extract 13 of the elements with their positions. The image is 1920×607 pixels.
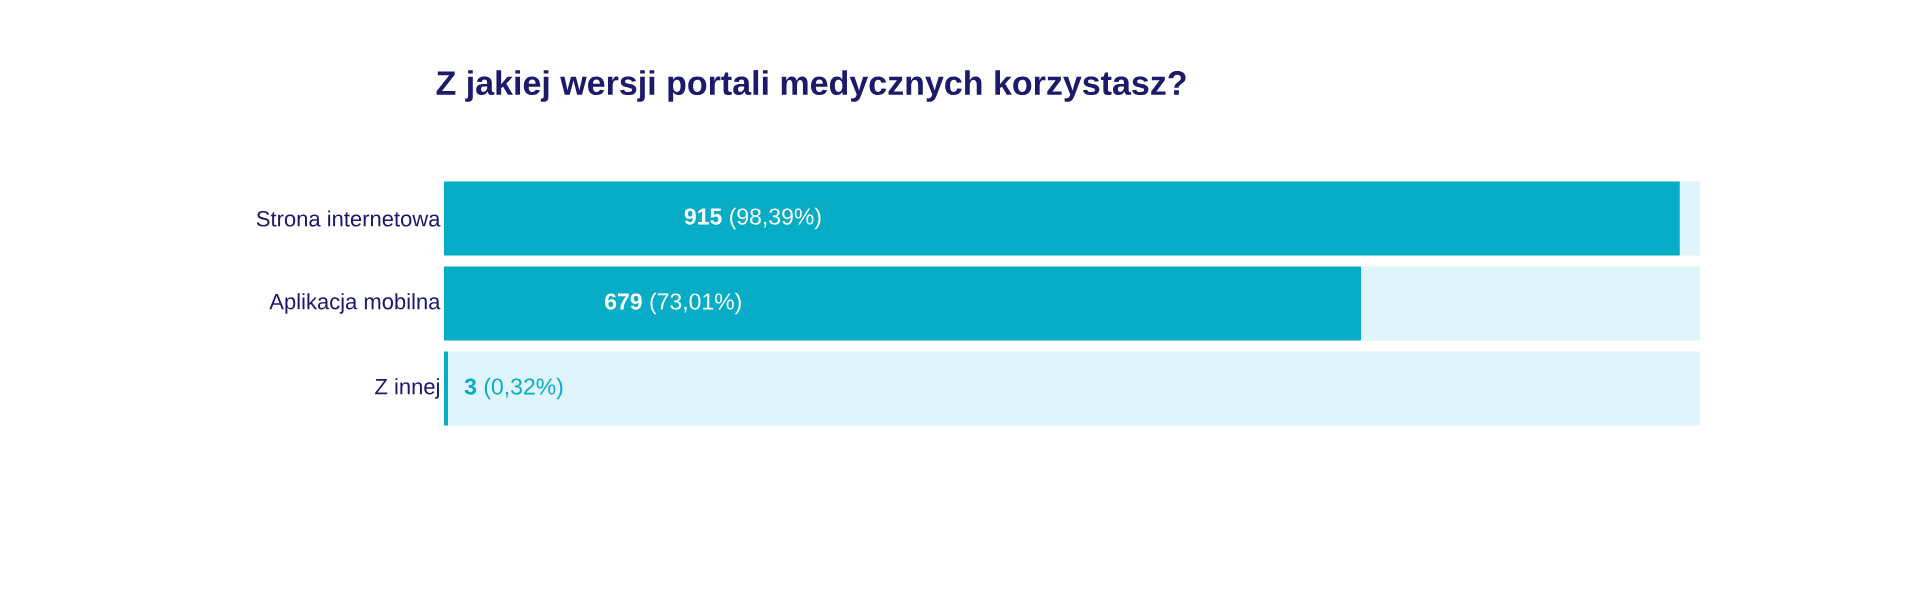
bar xyxy=(1679,181,1700,256)
y-tick-label: Aplikacja mobilna xyxy=(269,293,441,314)
bar xyxy=(448,351,1700,426)
bar xyxy=(444,266,1362,341)
bar xyxy=(444,351,449,426)
chart-title: Z jakiej wersji portali medycznych korzystasz? xyxy=(436,70,1186,102)
bar xyxy=(1361,266,1700,341)
y-tick-label: Z innej xyxy=(375,378,439,399)
y-tick-label: Strona internetowa xyxy=(256,210,441,227)
bar xyxy=(444,181,1680,256)
data-label: 679 (73,01%) xyxy=(605,292,741,315)
data-label: 3 (0,32%) xyxy=(464,377,563,400)
data-label: 915 (98,39%) xyxy=(684,207,821,230)
